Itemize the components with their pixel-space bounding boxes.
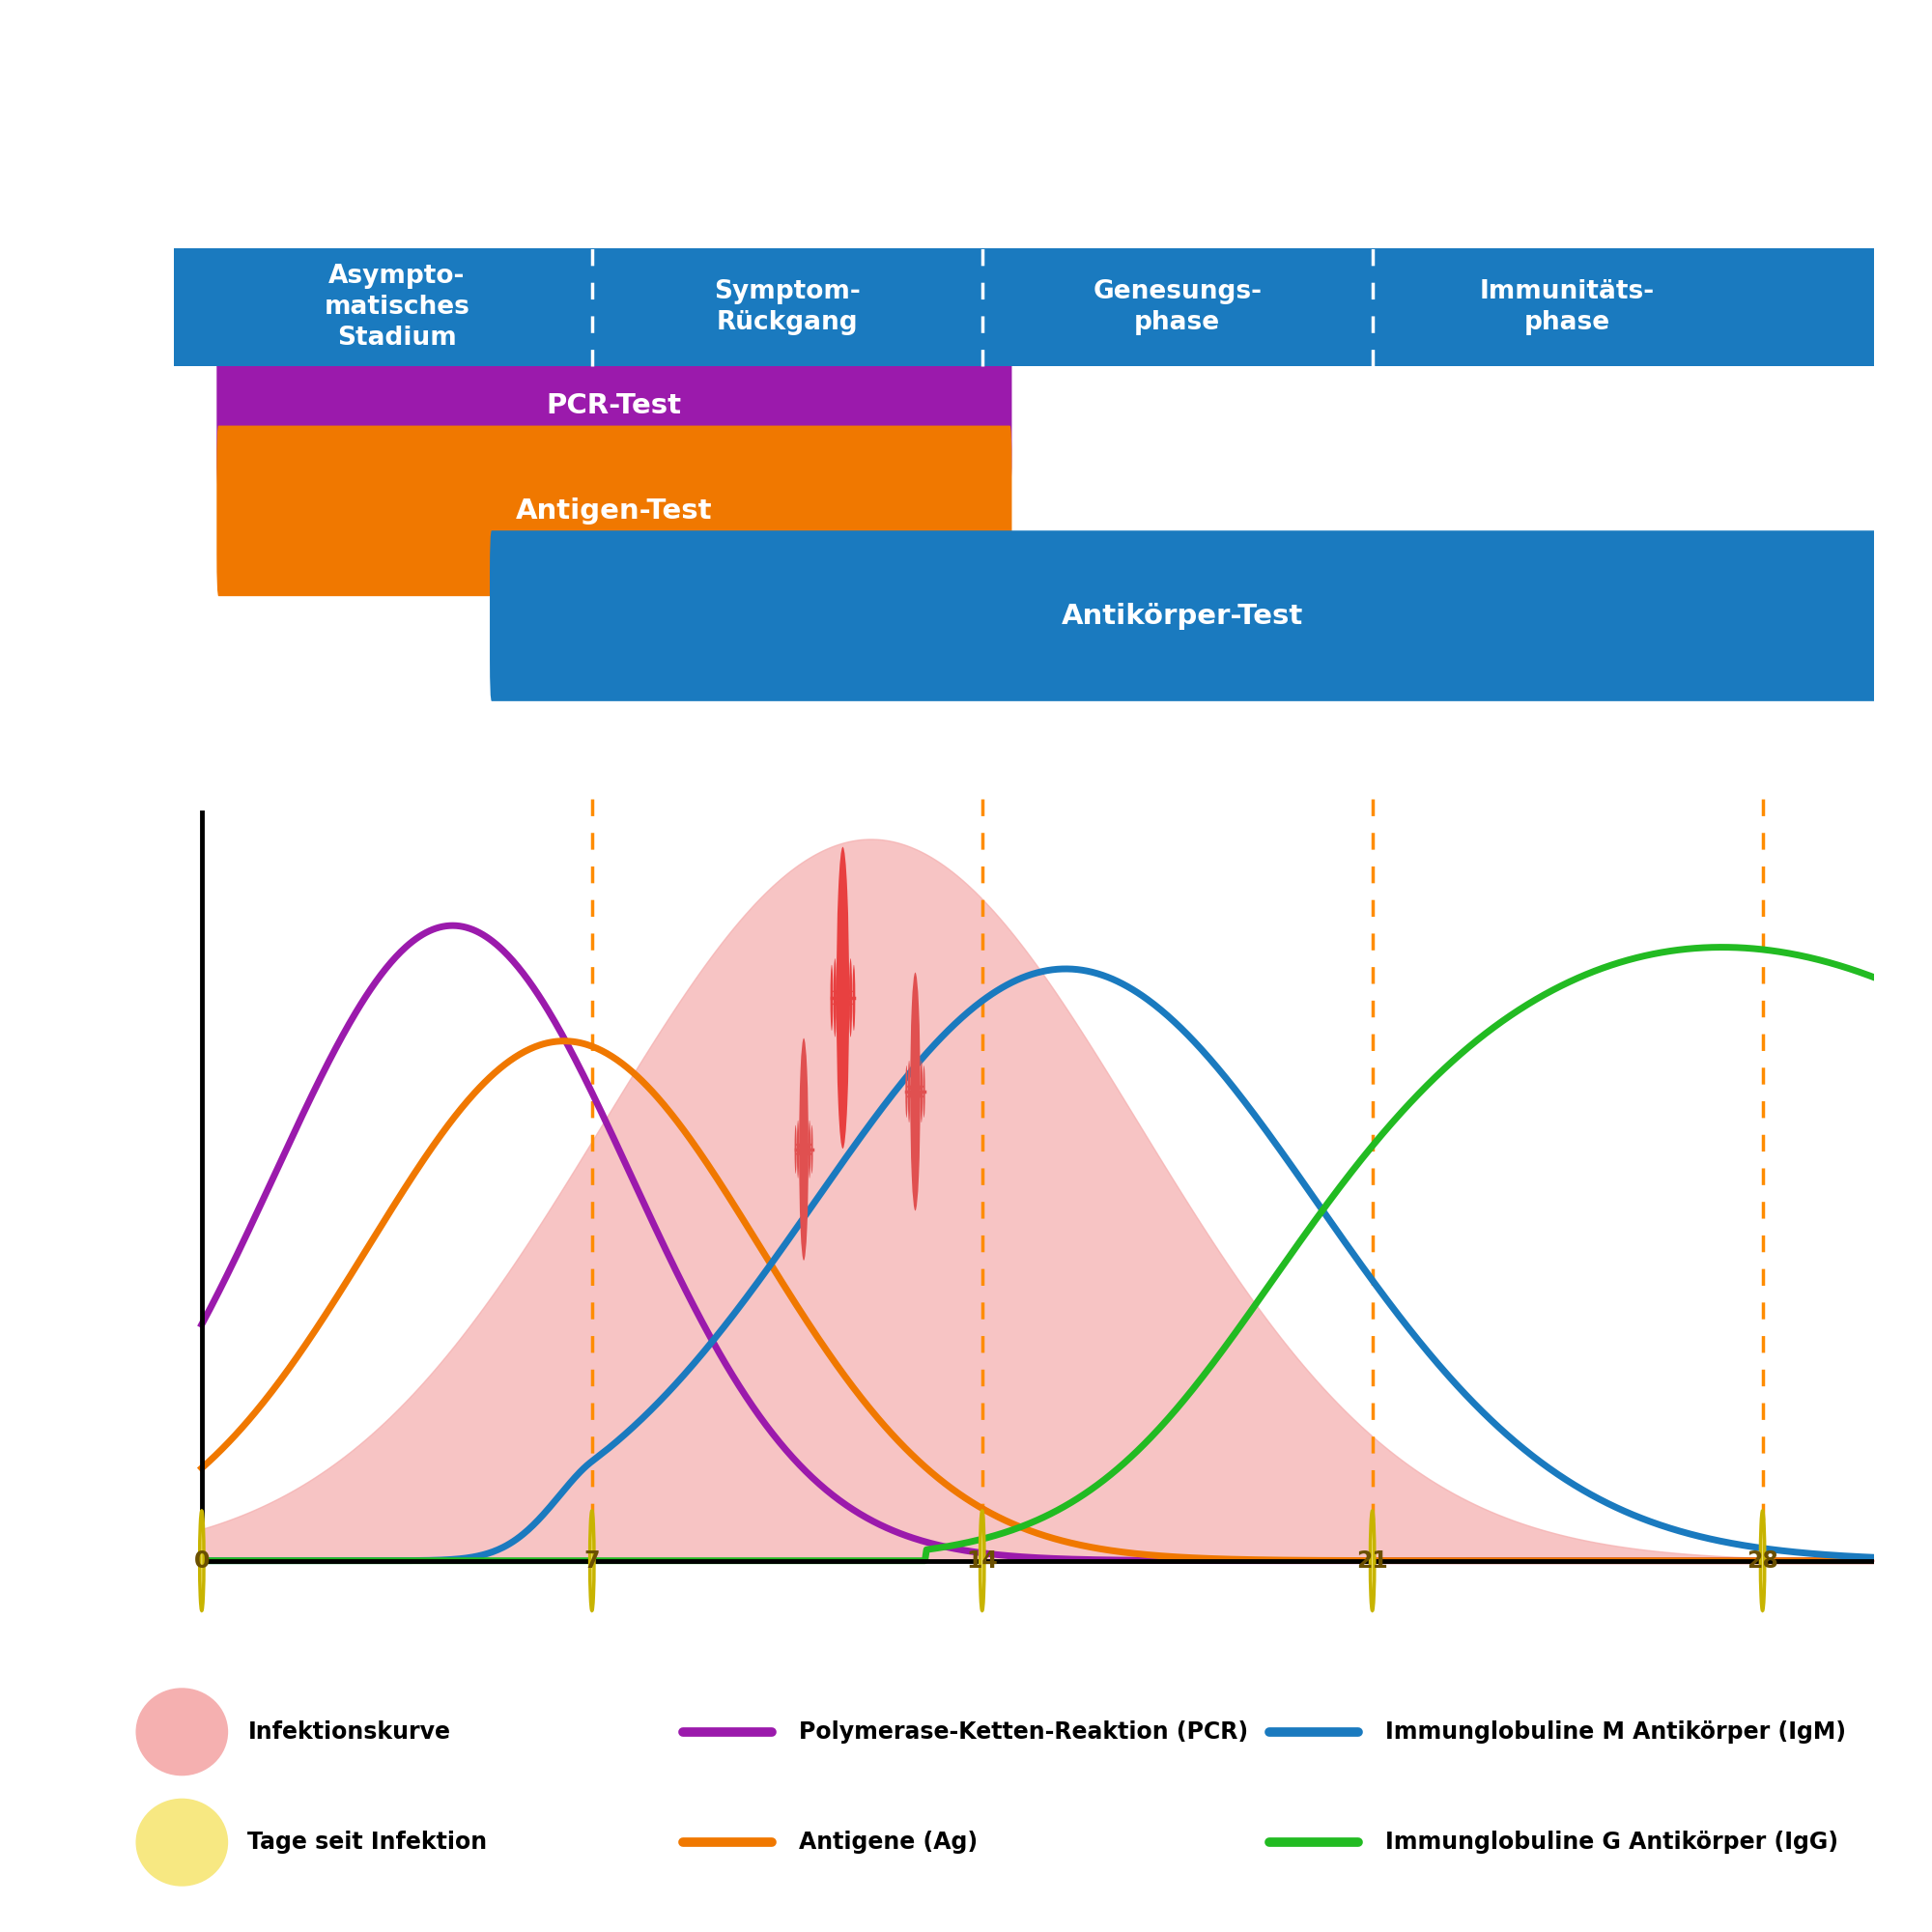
Circle shape	[914, 1059, 916, 1111]
Text: Genesungs-
phase: Genesungs- phase	[1094, 280, 1262, 336]
Circle shape	[808, 1121, 811, 1169]
Circle shape	[908, 1061, 910, 1113]
Circle shape	[850, 972, 852, 1037]
Circle shape	[798, 1121, 800, 1169]
Circle shape	[800, 1037, 808, 1260]
Circle shape	[831, 964, 833, 1030]
Text: 21: 21	[1356, 1549, 1389, 1573]
Circle shape	[906, 1066, 908, 1117]
Ellipse shape	[135, 1799, 228, 1886]
Circle shape	[842, 956, 844, 1022]
Circle shape	[811, 1124, 813, 1173]
Circle shape	[808, 1130, 811, 1179]
Text: 28: 28	[1747, 1549, 1779, 1573]
Text: Antikörper-Test: Antikörper-Test	[1063, 603, 1304, 630]
Circle shape	[802, 1132, 806, 1180]
Circle shape	[837, 846, 850, 1150]
Circle shape	[802, 1119, 806, 1167]
Circle shape	[1370, 1511, 1374, 1611]
Text: Immunglobuline M Antikörper (IgM): Immunglobuline M Antikörper (IgM)	[1385, 1719, 1847, 1743]
Text: PCR-Test: PCR-Test	[547, 392, 682, 419]
Text: 0: 0	[193, 1549, 211, 1573]
Circle shape	[842, 974, 844, 1039]
Circle shape	[923, 1066, 925, 1117]
Ellipse shape	[135, 1689, 228, 1776]
Text: Antigen-Test: Antigen-Test	[516, 497, 713, 524]
Circle shape	[920, 1070, 923, 1122]
FancyBboxPatch shape	[216, 425, 1012, 597]
Text: Polymerase-Ketten-Reaktion (PCR): Polymerase-Ketten-Reaktion (PCR)	[798, 1719, 1248, 1743]
Text: Immunitäts-
phase: Immunitäts- phase	[1480, 280, 1656, 336]
Circle shape	[199, 1511, 205, 1611]
Circle shape	[914, 1072, 916, 1124]
Text: Symptom-
Rückgang: Symptom- Rückgang	[713, 280, 860, 336]
Circle shape	[980, 1511, 983, 1611]
FancyBboxPatch shape	[216, 321, 1012, 491]
Circle shape	[833, 958, 837, 1024]
FancyBboxPatch shape	[491, 531, 1876, 701]
Text: Infektionskurve: Infektionskurve	[247, 1719, 450, 1743]
Text: 14: 14	[966, 1549, 999, 1573]
Text: Immunglobuline G Antikörper (IgG): Immunglobuline G Antikörper (IgG)	[1385, 1832, 1839, 1855]
Circle shape	[920, 1061, 923, 1113]
Text: Tage seit Infektion: Tage seit Infektion	[247, 1832, 487, 1855]
Text: 7: 7	[583, 1549, 601, 1573]
Circle shape	[798, 1130, 800, 1179]
FancyBboxPatch shape	[174, 249, 1874, 367]
Circle shape	[910, 972, 920, 1211]
Circle shape	[852, 964, 856, 1030]
Circle shape	[833, 972, 837, 1037]
Text: Antigene (Ag): Antigene (Ag)	[798, 1832, 978, 1855]
Circle shape	[850, 958, 852, 1024]
Circle shape	[1760, 1511, 1764, 1611]
Circle shape	[589, 1511, 593, 1611]
Text: Asympto-
matisches
Stadium: Asympto- matisches Stadium	[325, 265, 469, 352]
Circle shape	[908, 1070, 910, 1122]
Circle shape	[794, 1124, 796, 1173]
